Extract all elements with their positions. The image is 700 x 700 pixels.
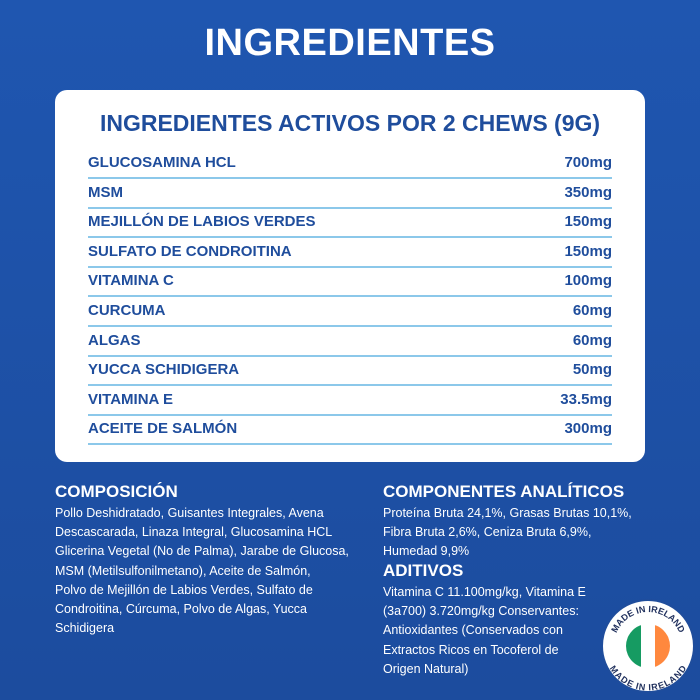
- made-in-ireland-badge: MADE IN IRELAND MADE IN IRELAND: [601, 599, 695, 693]
- text-line: Descascarada, Linaza Integral, Glucosami…: [55, 525, 333, 540]
- ingredient-name: VITAMINA E: [88, 390, 173, 408]
- ingredient-amount: 300mg: [564, 420, 612, 438]
- page-title: INGREDIENTES: [204, 22, 496, 64]
- ingredient-amount: 350mg: [564, 183, 612, 201]
- text-line: Pollo Deshidratado, Guisantes Integrales…: [55, 506, 324, 520]
- section-title: COMPONENTES ANALÍTICOS: [383, 482, 625, 501]
- text-line: Condroitina, Cúrcuma, Polvo de Algas, Yu…: [55, 602, 307, 617]
- ingredient-amount: 60mg: [572, 302, 612, 319]
- ingredient-amount: 150mg: [564, 242, 612, 260]
- ingredients-card: INGREDIENTES ACTIVOS POR 2 CHEWS (9G) GL…: [55, 90, 645, 462]
- text-line: Polvo de Mejillón de Labios Verdes, Sulf…: [55, 582, 313, 597]
- ingredient-amount: 700mg: [564, 154, 612, 171]
- ingredient-row: VITAMINA E 33.5mg: [88, 385, 612, 416]
- ingredient-name: ACEITE DE SALMÓN: [88, 420, 238, 438]
- ingredient-row: GLUCOSAMINA HCL 700mg: [88, 148, 612, 179]
- text-line: Antioxidantes (Conservados con: [383, 623, 563, 638]
- ingredient-name: GLUCOSAMINA HCL: [88, 154, 236, 171]
- ingredient-name: YUCCA SCHIDIGERA: [88, 361, 240, 379]
- text-line: (3a700) 3.720mg/kg Conservantes:: [383, 604, 579, 619]
- text-line: Glicerina Vegetal (No de Palma), Jarabe …: [55, 544, 349, 559]
- card-title: INGREDIENTES ACTIVOS POR 2 CHEWS (9G): [99, 110, 601, 136]
- ingredient-name: MEJILLÓN DE LABIOS VERDES: [88, 213, 316, 231]
- ingredient-row: CURCUMA 60mg: [88, 296, 612, 327]
- ingredient-amount: 100mg: [564, 272, 612, 290]
- text-line: Proteína Bruta 24,1%, Grasas Brutas 10,1…: [383, 506, 632, 520]
- text-line: Vitamina C 11.100mg/kg, Vitamina E: [383, 585, 586, 599]
- ingredient-row: ALGAS 60mg: [88, 326, 612, 357]
- text-line: Extractos Ricos en Tocoferol de: [383, 642, 559, 657]
- section-title: COMPOSICIÓN: [55, 482, 178, 501]
- ingredient-row: ACEITE DE SALMÓN 300mg: [88, 414, 612, 446]
- text-line: Schidigera: [55, 621, 115, 636]
- ingredient-amount: 50mg: [572, 361, 612, 379]
- ingredient-row: MEJILLÓN DE LABIOS VERDES 150mg: [88, 207, 612, 239]
- ingredient-row: VITAMINA C 100mg: [88, 266, 612, 298]
- ingredient-name: CURCUMA: [88, 302, 166, 319]
- text-line: Fibra Bruta 2,6%, Ceniza Bruta 6,9%,: [383, 525, 592, 540]
- text-line: Humedad 9,9%: [383, 544, 470, 559]
- ingredient-amount: 60mg: [572, 331, 612, 349]
- text-line: MSM (Metilsulfonilmetano), Aceite de Sal…: [55, 563, 311, 578]
- ingredient-amount: 150mg: [564, 213, 612, 231]
- ingredient-name: SULFATO DE CONDROITINA: [88, 242, 292, 260]
- ingredient-row: SULFATO DE CONDROITINA 150mg: [88, 237, 612, 268]
- additives: ADITIVOS Vitamina C 11.100mg/kg, Vitamin…: [383, 561, 586, 679]
- ingredient-row: YUCCA SCHIDIGERA 50mg: [88, 355, 612, 387]
- ingredient-name: MSM: [88, 183, 123, 201]
- composition: COMPOSICIÓN Pollo Deshidratado, Guisante…: [55, 482, 349, 638]
- ingredient-amount: 33.5mg: [560, 390, 612, 408]
- ingredient-name: ALGAS: [88, 331, 141, 349]
- section-title: ADITIVOS: [383, 561, 464, 580]
- analytics: COMPONENTES ANALÍTICOS Proteína Bruta 24…: [383, 482, 632, 562]
- ingredient-name: VITAMINA C: [88, 272, 174, 290]
- text-line: Origen Natural): [383, 661, 469, 676]
- irish-flag: [626, 624, 670, 668]
- ingredient-row: MSM 350mg: [88, 178, 612, 209]
